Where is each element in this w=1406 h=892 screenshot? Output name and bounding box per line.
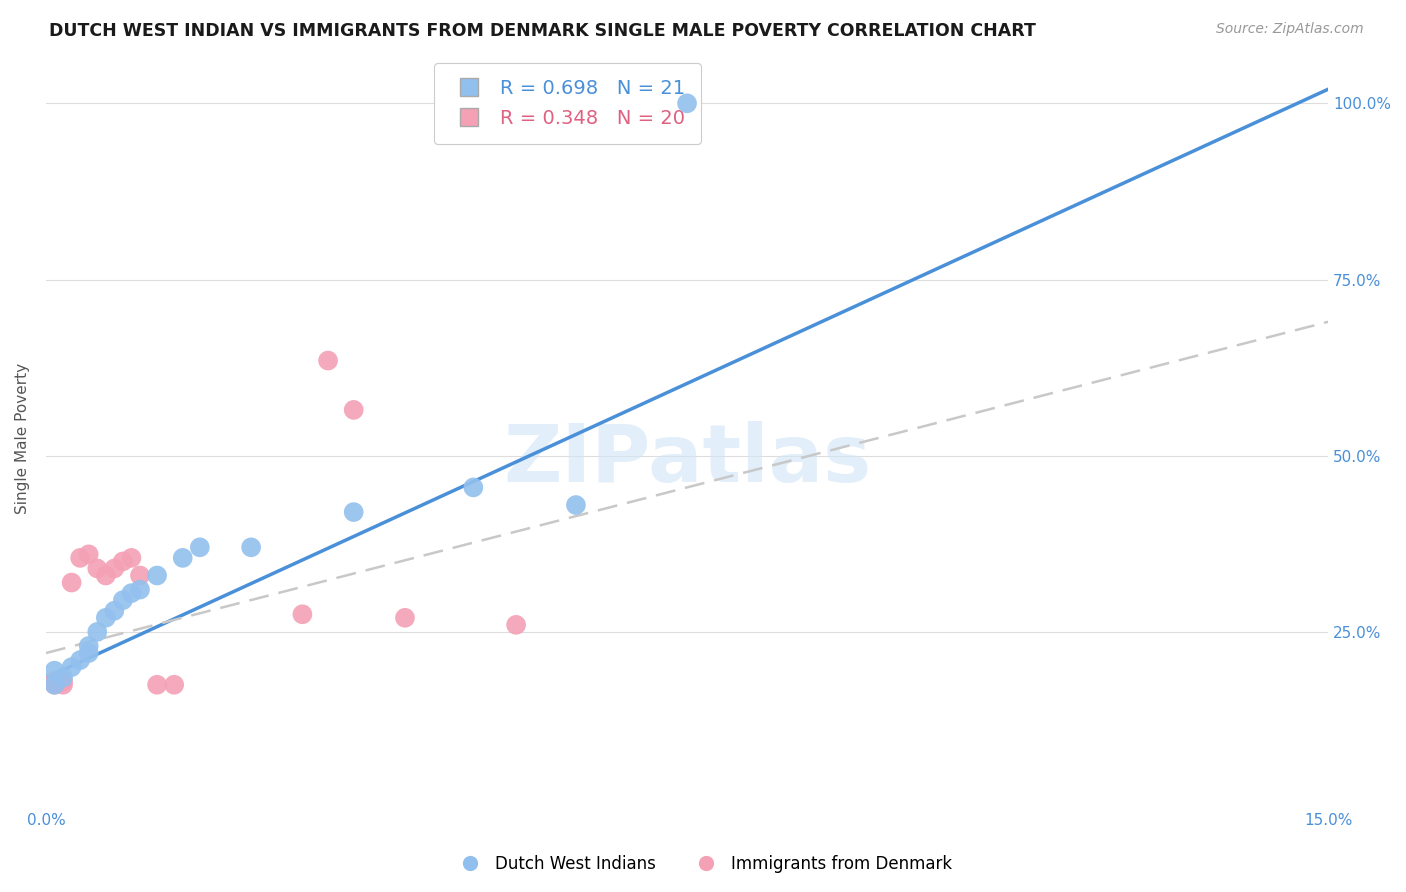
Point [129,582,152,597]
Legend: Dutch West Indians, Immigrants from Denmark: Dutch West Indians, Immigrants from Denm… [447,848,959,880]
Point [77,646,100,660]
Point [240,541,263,555]
Text: ZIPatlas: ZIPatlas [503,421,872,500]
Point [316,353,339,368]
Point [86,624,108,639]
Point [505,617,527,632]
Point [463,480,485,494]
Point [77,639,100,653]
Point [44,678,66,692]
Point [52,678,75,692]
Point [291,607,314,622]
Point [44,674,66,689]
Point [86,561,108,575]
Point [146,678,169,692]
Point [163,678,186,692]
Point [103,604,125,618]
Point [103,561,125,575]
Point [44,678,66,692]
Point [343,403,366,417]
Point [129,568,152,582]
Point [111,554,134,568]
Point [52,671,75,685]
Point [676,96,699,111]
Legend: R = 0.698   N = 21, R = 0.348   N = 20: R = 0.698 N = 21, R = 0.348 N = 20 [434,63,700,144]
Point [60,660,83,674]
Point [52,674,75,689]
Point [146,568,169,582]
Point [111,593,134,607]
Point [69,653,91,667]
Point [394,611,416,625]
Point [172,550,194,565]
Point [343,505,366,519]
Y-axis label: Single Male Poverty: Single Male Poverty [15,362,30,514]
Point [120,550,142,565]
Point [94,568,117,582]
Point [565,498,588,512]
Point [69,550,91,565]
Point [120,586,142,600]
Text: DUTCH WEST INDIAN VS IMMIGRANTS FROM DENMARK SINGLE MALE POVERTY CORRELATION CHA: DUTCH WEST INDIAN VS IMMIGRANTS FROM DEN… [49,22,1036,40]
Point [94,611,117,625]
Point [60,575,83,590]
Point [188,541,211,555]
Point [77,547,100,561]
Point [44,664,66,678]
Text: Source: ZipAtlas.com: Source: ZipAtlas.com [1216,22,1364,37]
